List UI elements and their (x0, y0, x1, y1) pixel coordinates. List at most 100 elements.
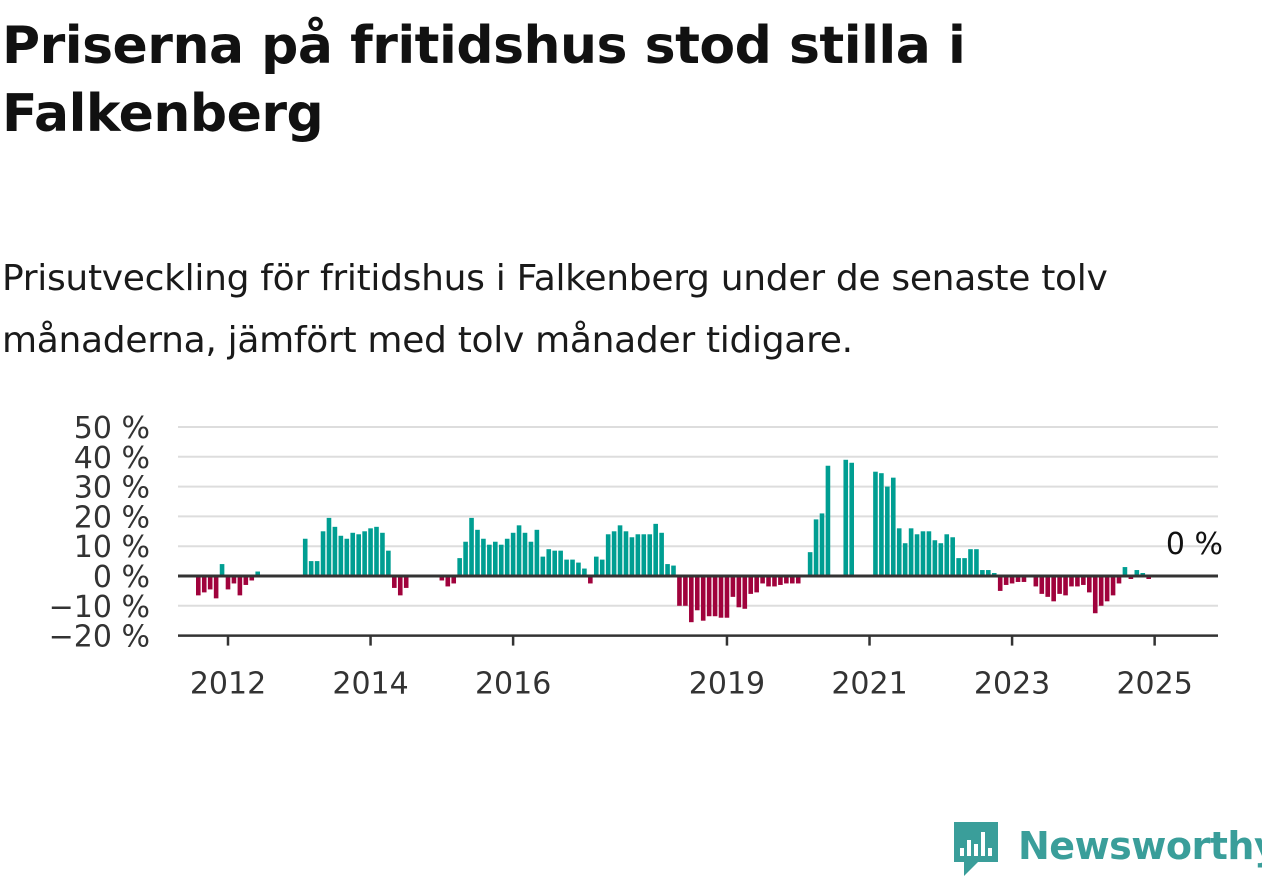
bars (196, 459, 1157, 623)
bar (962, 558, 967, 576)
bar (338, 535, 344, 576)
bar (439, 576, 445, 581)
bar (742, 576, 748, 609)
bar (225, 576, 231, 590)
bar (712, 576, 718, 617)
bar (968, 549, 973, 576)
bar (926, 531, 932, 576)
bar (879, 473, 884, 576)
bar (760, 576, 765, 584)
bar (665, 564, 670, 576)
bar (611, 531, 617, 576)
bar (457, 558, 462, 576)
x-axis-tick-labels: 2012 2014 2016 2019 2021 2023 2025 (190, 667, 1193, 702)
bar (1081, 576, 1086, 585)
bar (754, 576, 759, 593)
x-tick-label: 2016 (475, 667, 551, 702)
bar (766, 576, 771, 587)
bar (475, 529, 480, 576)
bar (487, 544, 492, 576)
bar (1134, 570, 1140, 576)
bar (825, 465, 831, 576)
bar (683, 576, 688, 606)
bar (986, 570, 991, 576)
bar (255, 571, 260, 576)
bar (997, 576, 1003, 591)
bar (463, 541, 468, 576)
bar (629, 537, 635, 576)
bar (1045, 576, 1051, 597)
bar (219, 564, 225, 576)
bar (885, 486, 890, 576)
bar (605, 534, 611, 576)
x-tick-label: 2023 (974, 667, 1050, 702)
bar (534, 529, 540, 576)
bar (552, 550, 557, 576)
bar (700, 576, 706, 621)
bar (896, 528, 902, 576)
bar (498, 544, 504, 576)
bar (956, 558, 961, 576)
bar (938, 543, 944, 576)
bar (718, 576, 724, 618)
bar (522, 532, 528, 576)
bar (576, 562, 581, 576)
bar (980, 570, 985, 576)
bar-chart: 50 %40 %30 %20 %10 %0 %−10 %−20 % 2012 20… (49, 411, 1223, 702)
bar (849, 462, 854, 576)
bar (617, 525, 623, 576)
bar (873, 471, 878, 576)
bar (1087, 576, 1092, 593)
bar (635, 534, 641, 576)
bar (516, 525, 522, 576)
bar (403, 576, 409, 588)
bar (1098, 576, 1104, 606)
bar (397, 576, 403, 596)
bar (914, 534, 920, 576)
bar (593, 556, 599, 576)
bar (1122, 567, 1128, 576)
bar (356, 534, 361, 576)
y-axis-tick-labels: 50 %40 %30 %20 %10 %0 %−10 %−20 % (49, 411, 150, 655)
bar (890, 477, 896, 576)
latest-value-annotation: 0 % (1166, 527, 1223, 562)
axes (178, 574, 1218, 646)
bar (314, 561, 320, 576)
bar (807, 552, 813, 576)
bar (623, 531, 629, 576)
bar (1075, 576, 1080, 587)
bar (546, 549, 552, 576)
bar (813, 519, 819, 576)
bar (243, 576, 249, 585)
bar (902, 543, 908, 576)
bar (653, 523, 658, 576)
y-tick-label: 50 % (74, 411, 150, 446)
bar (748, 576, 754, 594)
y-tick-label: 30 % (74, 471, 150, 506)
bar (320, 531, 326, 576)
bar (1051, 576, 1056, 602)
bar (231, 576, 237, 584)
x-tick-label: 2014 (332, 667, 408, 702)
bar (1110, 576, 1116, 596)
bar (1063, 576, 1068, 596)
bar (671, 565, 676, 576)
chart-subtitle: Prisutveckling för fritidshus i Falkenbe… (2, 258, 1108, 361)
bar (677, 576, 682, 606)
bar (326, 517, 332, 576)
bar (795, 576, 801, 584)
bar (1033, 576, 1039, 587)
bar (944, 534, 950, 576)
bar (350, 532, 356, 576)
y-tick-label: 0 % (93, 560, 150, 595)
bar (1009, 576, 1015, 584)
brand-name: Newsworthy (1018, 824, 1262, 868)
bar (196, 576, 201, 596)
bar (730, 576, 736, 597)
bar (920, 531, 926, 576)
bar (1057, 576, 1062, 594)
bar (1003, 576, 1009, 585)
bar (588, 576, 593, 584)
bar (659, 532, 664, 576)
newsworthy-logo: Newsworthy (950, 818, 1262, 880)
